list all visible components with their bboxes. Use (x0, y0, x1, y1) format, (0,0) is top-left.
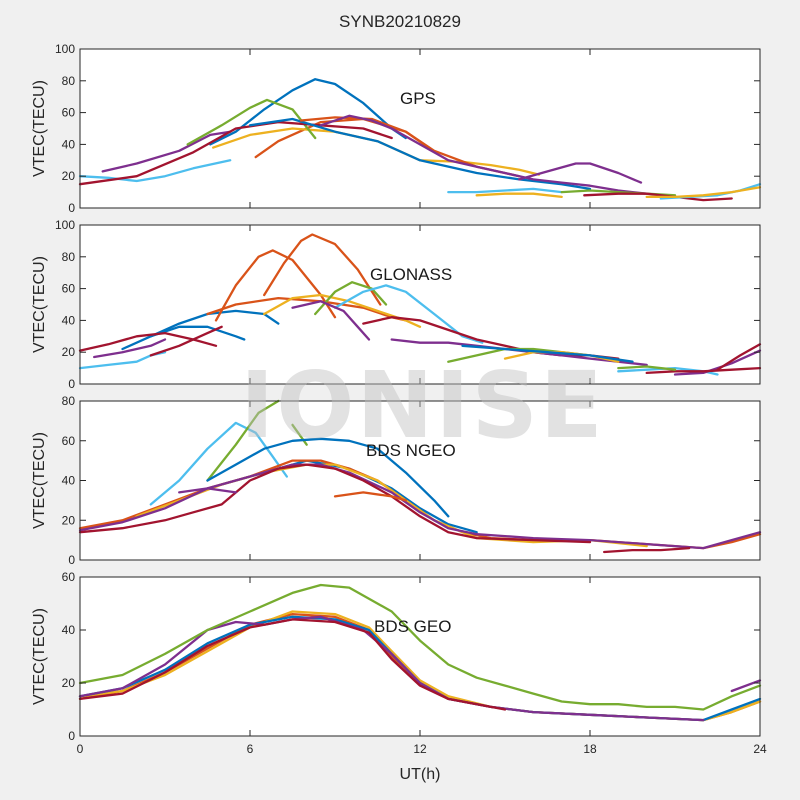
glonass-plot-area (80, 225, 760, 384)
glonass-panel-label: GLONASS (370, 265, 452, 284)
gps-plot-area (80, 49, 760, 208)
bds-geo-panel-label: BDS GEO (374, 617, 451, 636)
bds-geo-xtick-label: 6 (247, 742, 254, 756)
gps-panel-label: GPS (400, 89, 436, 108)
gps-ytick-label: 80 (62, 74, 76, 88)
bds-ngeo-ytick-label: 20 (62, 513, 76, 527)
bds-geo-xtick-label: 12 (413, 742, 427, 756)
bds-geo-ytick-label: 40 (62, 623, 76, 637)
gps-ytick-label: 100 (55, 42, 75, 56)
bds-ngeo-series-line-3 (291, 423, 308, 446)
subplot-panels: 020406080100GPSVTEC(TECU)020406080100GLO… (31, 42, 767, 783)
bds-ngeo-series-line-1 (149, 421, 288, 506)
glonass-series-line-13 (149, 325, 223, 357)
bds-geo-series-line-6 (78, 618, 507, 711)
gps-ylabel: VTEC(TECU) (31, 80, 48, 177)
glonass-series-line-7 (314, 281, 388, 316)
glonass-ytick-label: 20 (62, 345, 76, 359)
glonass-series-line-12 (78, 331, 218, 352)
gps-series-line-12 (447, 187, 563, 194)
glonass-ylabel: VTEC(TECU) (31, 256, 48, 353)
bds-ngeo-series-line-12 (603, 546, 691, 554)
bds-ngeo-series-line-10 (333, 491, 407, 502)
bds-geo-series-line-5 (78, 583, 762, 711)
glonass-series-line-18 (461, 344, 634, 363)
bds-geo-xtick-label: 24 (753, 742, 767, 756)
glonass-ytick-label: 0 (68, 377, 75, 391)
glonass-series-line-2 (149, 325, 246, 341)
bds-ngeo-ytick-label: 80 (62, 394, 76, 408)
glonass-ytick-label: 80 (62, 250, 76, 264)
bds-ngeo-series-line-2 (206, 399, 280, 482)
bds-ngeo-plot-area (80, 401, 760, 560)
glonass-series-line-10 (93, 338, 167, 359)
bds-ngeo-panel-label: BDS NGEO (366, 441, 456, 460)
bds-ngeo-ylabel: VTEC(TECU) (31, 432, 48, 529)
bds-geo-panel: 0 20 40 60 BDS GEO VTEC(TECU) 0 6 12 18 24 UT(h) (31, 570, 767, 783)
bds-ngeo-series-line-11 (178, 487, 237, 494)
figure-title: SYNB20210829 (339, 12, 461, 31)
gps-series-line-1 (209, 78, 407, 146)
gps-ytick-label: 60 (62, 106, 76, 120)
gps-series-line-10 (319, 114, 648, 195)
gps-series-line-17 (645, 186, 762, 199)
bds-ngeo-ytick-label: 60 (62, 434, 76, 448)
gps-panel: 0 20 40 60 80 100 GPS VTEC(TECU) (31, 42, 762, 215)
glonass-series-line-20 (673, 349, 762, 376)
bds-ngeo-panel: 0 20 40 60 80 BDS NGEO VTEC(TECU) (31, 394, 762, 567)
bds-geo-xtick-label: 0 (77, 742, 84, 756)
gps-series-line-4 (101, 130, 232, 173)
bds-ngeo-series-line-8 (78, 463, 762, 550)
bds-geo-series-line-7 (730, 679, 762, 693)
bds-ngeo-ytick-label: 40 (62, 474, 76, 488)
bds-geo-xtick-label: 18 (583, 742, 597, 756)
gps-series-line-6 (78, 159, 232, 183)
glonass-series-line-23 (617, 365, 677, 371)
gps-series-line-15 (583, 192, 733, 202)
glonass-ytick-label: 60 (62, 282, 76, 296)
bds-ngeo-series-line-9 (78, 463, 592, 544)
bds-ngeo-series-line-4 (206, 437, 450, 518)
bds-geo-ytick-label: 60 (62, 570, 76, 584)
gps-series-line-11 (518, 162, 643, 184)
glonass-series-line-8 (333, 284, 484, 344)
glonass-series-line-11 (291, 300, 371, 341)
glonass-series-line-6 (263, 293, 422, 328)
glonass-series-line-22 (645, 366, 762, 375)
gps-ytick-label: 40 (62, 137, 76, 151)
x-axis-label: UT(h) (400, 766, 441, 783)
gps-series-line-5 (186, 98, 317, 146)
bds-geo-ytick-label: 0 (68, 729, 75, 743)
gps-series-line-8 (248, 117, 592, 191)
bds-geo-ylabel: VTEC(TECU) (31, 608, 48, 705)
glonass-ytick-label: 40 (62, 313, 76, 327)
bds-geo-ytick-label: 20 (62, 676, 76, 690)
gps-ytick-label: 20 (62, 169, 76, 183)
glonass-ytick-label: 100 (55, 218, 75, 232)
glonass-series-line-21 (716, 343, 762, 371)
glonass-panel: 0 20 40 60 80 100 GLONASS VTEC(TECU) (31, 218, 762, 391)
glonass-series-line-4 (263, 233, 382, 306)
gps-ytick-label: 0 (68, 201, 75, 215)
gps-series-line-13 (475, 192, 563, 199)
bds-ngeo-ytick-label: 0 (68, 553, 75, 567)
bds-geo-plot-area (80, 577, 760, 736)
